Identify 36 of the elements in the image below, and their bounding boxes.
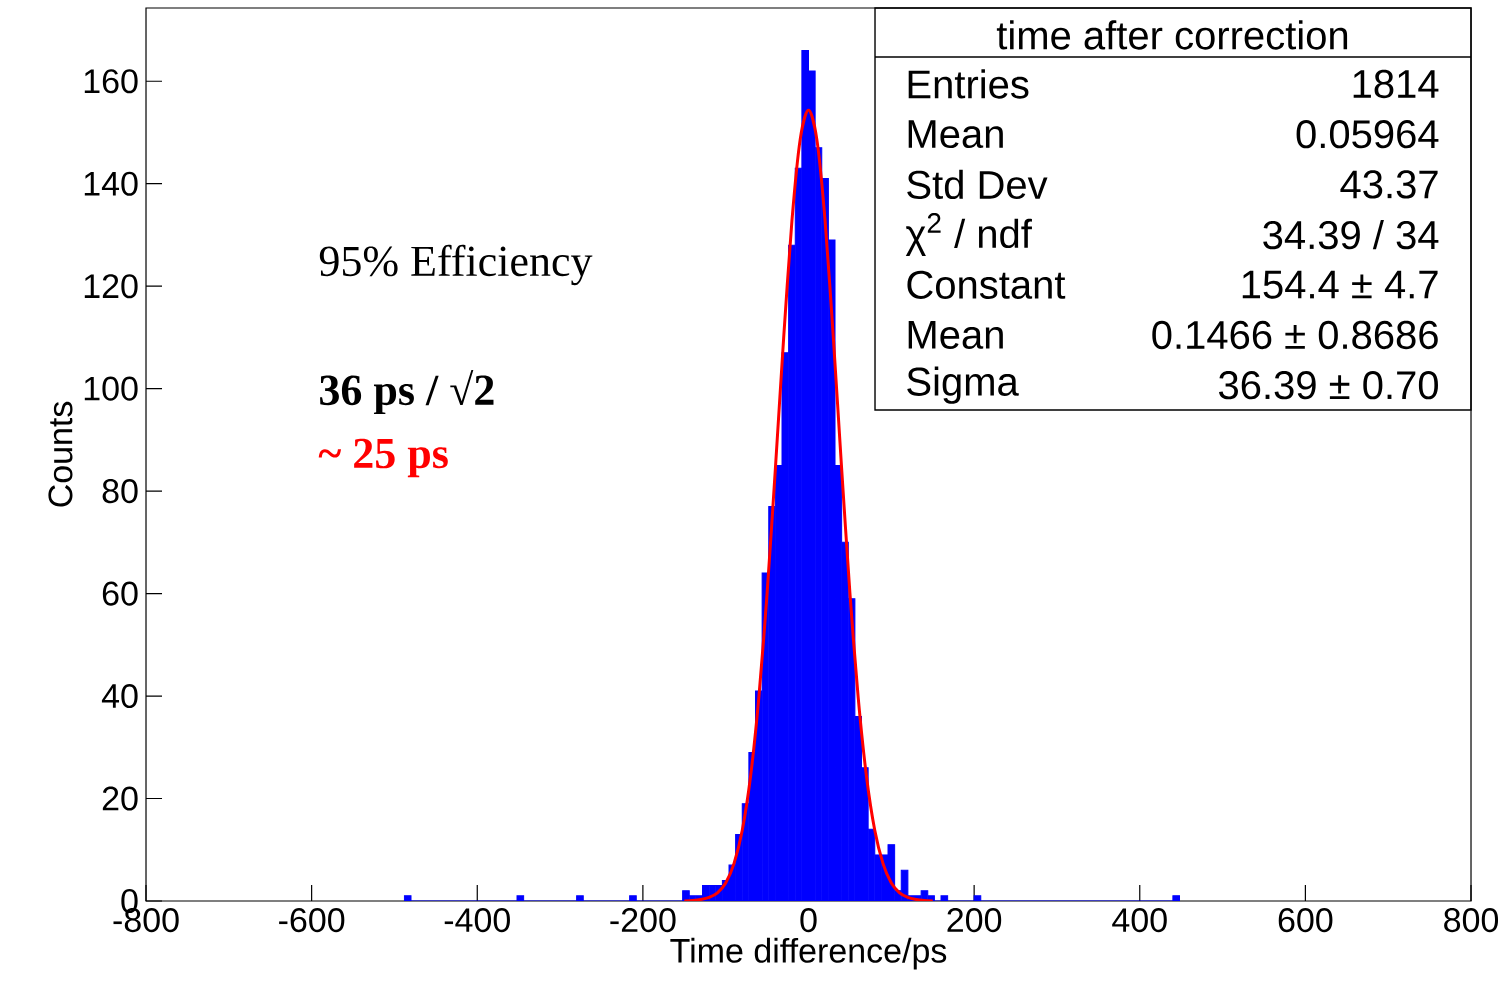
- annotation: Std Dev: [907, 169, 1048, 200]
- y-tick-label: 120: [84, 274, 138, 299]
- x-axis-title: Time difference/ps: [670, 937, 947, 970]
- y-tick-label: 140: [84, 171, 138, 196]
- y-tick-label: 100: [84, 376, 138, 401]
- x-tick-label: 400: [1112, 908, 1167, 933]
- x-tick-label: 600: [1278, 908, 1333, 933]
- annotation: Entries: [908, 69, 1029, 99]
- annotation: 36 ps / √2: [320, 369, 494, 415]
- x-tick-label: 200: [947, 908, 1002, 933]
- x-tick-label: -200: [610, 908, 676, 933]
- annotation: Mean: [908, 120, 1003, 149]
- x-tick-label: 0: [800, 908, 817, 933]
- y-tick-label: 40: [101, 684, 138, 709]
- y-tick-label: 60: [102, 581, 138, 606]
- annotation: Sigma: [907, 366, 1019, 404]
- annotation: χ$^{2}$ / ndf: [905, 213, 1032, 257]
- annotation: 0.1466 ± 0.8686: [1152, 320, 1438, 350]
- y-axis-title: Counts: [48, 401, 73, 507]
- x-tick-label: -600: [279, 908, 345, 933]
- annotation: 36.39 ± 0.70: [1219, 371, 1438, 400]
- annotation: 43.37: [1340, 170, 1438, 199]
- annotation: ~ 25 ps: [318, 438, 448, 478]
- x-tick-label: -400: [444, 908, 510, 933]
- annotation: Constant: [907, 270, 1066, 299]
- y-tick-label: 20: [102, 786, 138, 811]
- annotation: 1814: [1353, 69, 1439, 99]
- annotation: 34.39 / 34: [1263, 219, 1439, 250]
- chart-title: time after correction: [996, 20, 1348, 50]
- annotation: 95% Efficiency: [319, 244, 593, 286]
- annotation: Mean: [908, 321, 1003, 349]
- y-tick-label: 80: [102, 479, 138, 504]
- annotation: 154.4 ± 4.7: [1242, 270, 1438, 299]
- x-tick-label: 800: [1444, 908, 1499, 933]
- y-tick-label: 160: [84, 69, 138, 94]
- annotation: 0.05964: [1296, 120, 1439, 149]
